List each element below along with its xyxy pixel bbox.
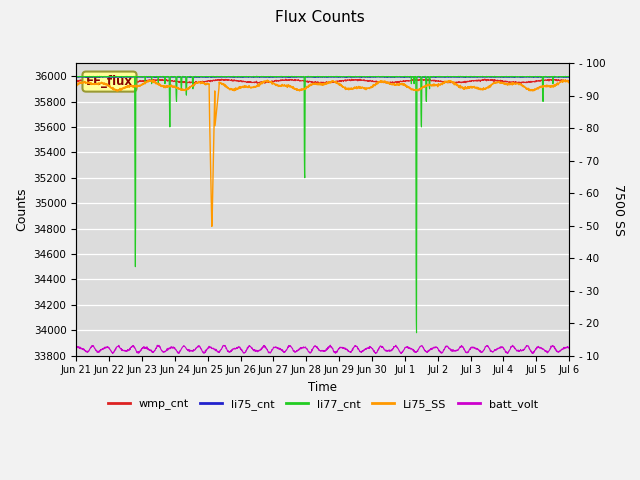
Text: Flux Counts: Flux Counts — [275, 10, 365, 24]
X-axis label: Time: Time — [308, 381, 337, 394]
Y-axis label: Counts: Counts — [15, 188, 28, 231]
Y-axis label: 7500 SS: 7500 SS — [612, 183, 625, 236]
Legend: wmp_cnt, li75_cnt, li77_cnt, Li75_SS, batt_volt: wmp_cnt, li75_cnt, li77_cnt, Li75_SS, ba… — [103, 395, 542, 414]
Text: EE_flux: EE_flux — [86, 75, 133, 88]
